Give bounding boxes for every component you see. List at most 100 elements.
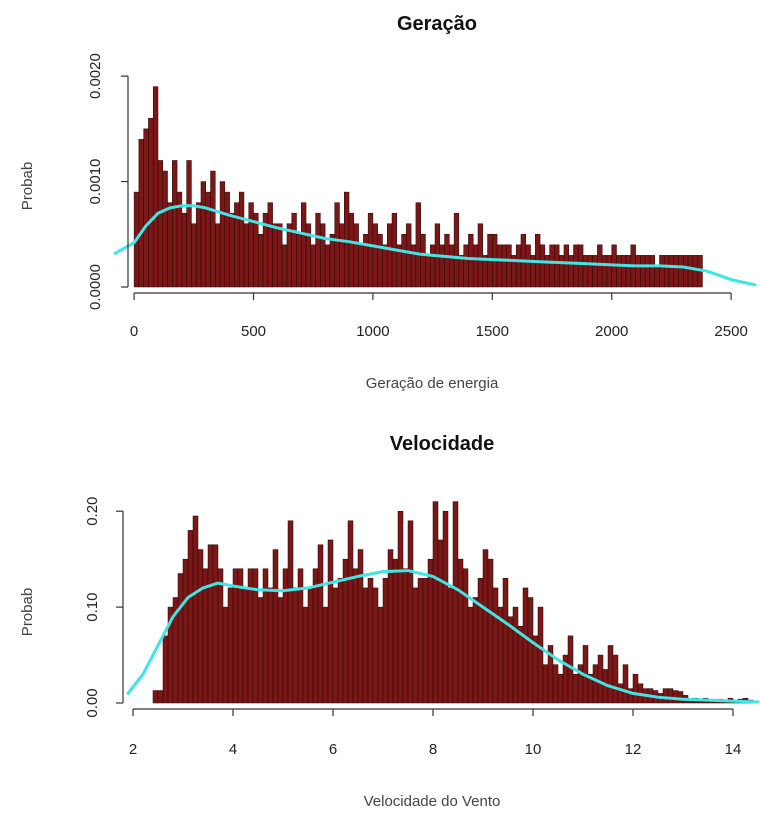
histogram-bar <box>401 234 407 288</box>
histogram-bar <box>410 244 417 288</box>
histogram-bar <box>243 223 249 288</box>
histogram-bar <box>429 244 436 288</box>
histogram-bar <box>522 587 529 704</box>
histogram-bar <box>442 510 449 704</box>
histogram-bar <box>302 606 309 704</box>
histogram-bar <box>152 86 159 288</box>
histogram-bar <box>377 234 383 288</box>
histogram-bar <box>452 501 459 704</box>
histogram-bar <box>549 244 555 288</box>
histogram-bar <box>172 160 178 288</box>
x-tick-label: 12 <box>625 741 642 758</box>
histogram-bar <box>377 606 384 704</box>
histogram-bar <box>186 160 192 288</box>
histogram-bar <box>224 191 230 288</box>
histogram-bar <box>515 244 522 288</box>
histogram-bar <box>563 244 569 288</box>
y-tick-label: 0.10 <box>84 592 101 621</box>
histogram-bar <box>427 558 434 704</box>
x-axis-label-geracao: Geração de energia <box>366 375 499 392</box>
histogram-bar <box>415 202 421 288</box>
histogram-bar <box>162 635 169 704</box>
histogram-bar <box>167 202 173 288</box>
histogram-bar <box>625 255 632 288</box>
histogram-bar <box>449 244 455 288</box>
y-tick-label: 0.0010 <box>87 159 104 205</box>
histogram-bar <box>683 255 689 288</box>
chart-geracao: Geração Probab Geração de energia 0 500 10… <box>19 13 757 392</box>
histogram-bar <box>242 587 249 704</box>
histogram-bar <box>632 673 639 704</box>
histogram-bar <box>157 690 164 704</box>
histogram-bar <box>229 212 235 288</box>
histogram-bar <box>200 181 207 288</box>
histogram-bar <box>539 244 546 288</box>
histogram-bar <box>212 544 219 704</box>
histogram-bar <box>507 616 514 704</box>
histogram-bar <box>582 255 589 288</box>
x-tick-label: 6 <box>329 741 337 758</box>
histogram-bar <box>397 510 404 704</box>
x-tick-label: 2 <box>129 741 137 758</box>
histogram-bar <box>277 223 283 288</box>
histogram-bar <box>622 664 629 704</box>
histogram-bar <box>487 558 494 704</box>
x-tick-label: 4 <box>229 741 237 758</box>
histogram-bar <box>572 673 579 704</box>
histogram-bar <box>644 255 651 288</box>
chart-velocidade: Velocidade Probab Velocidade do Vento 2 4… <box>19 433 760 810</box>
histogram-bar <box>182 558 189 704</box>
histogram-bar <box>592 664 599 704</box>
histogram-bar <box>664 255 670 288</box>
y-axis-label-geracao: Probab <box>19 162 36 210</box>
histogram-bar <box>506 244 512 288</box>
histogram-bar <box>222 606 229 704</box>
x-tick-label: 10 <box>525 741 542 758</box>
histogram-bar <box>447 587 454 704</box>
histogram-bar <box>347 520 354 704</box>
histogram-bar <box>568 255 574 288</box>
histogram-bar <box>502 578 509 704</box>
histogram-bar <box>544 255 550 288</box>
histogram-bar <box>554 244 560 288</box>
x-axis-label-velocidade: Velocidade do Vento <box>364 793 501 810</box>
histogram-bar <box>392 558 399 704</box>
x-tick-label: 14 <box>725 741 742 758</box>
histogram-bar <box>286 223 292 288</box>
chart-title-velocidade: Velocidade <box>390 433 495 455</box>
y-tick-label: 0.0020 <box>87 53 104 99</box>
histogram-bar <box>157 160 164 288</box>
histogram-bar <box>437 539 444 704</box>
histogram-bar <box>292 587 299 704</box>
histogram-bar <box>238 191 245 288</box>
histogram-bar <box>607 645 614 704</box>
histogram-bar <box>386 223 393 288</box>
histogram-bar <box>272 223 278 288</box>
histogram-bar <box>353 223 359 288</box>
histogram-bar <box>138 139 144 288</box>
histogram-bar <box>322 606 329 704</box>
histogram-bar <box>348 212 355 288</box>
y-axis-label-velocidade: Probab <box>19 588 36 636</box>
histogram-bar <box>501 244 507 288</box>
histogram-bar <box>457 558 464 704</box>
histogram-bar <box>363 234 369 288</box>
histogram-bar <box>412 587 419 704</box>
histogram-bar <box>362 587 369 704</box>
histogram-bar <box>227 587 234 704</box>
histogram-bar <box>649 255 655 288</box>
histogram-bar <box>258 234 264 288</box>
histogram-bar <box>667 688 674 704</box>
histogram-bar <box>372 223 378 288</box>
histogram-bar <box>482 549 489 704</box>
x-tick-label: 0 <box>130 323 138 340</box>
histogram-bar <box>420 234 426 288</box>
histogram-bar <box>332 587 339 704</box>
histogram-bar <box>677 691 684 704</box>
histogram-bar <box>210 170 216 288</box>
histogram-bar <box>267 202 273 288</box>
histogram-bar <box>468 234 474 288</box>
density-curve-velocidade <box>126 569 760 704</box>
histogram-bar <box>344 191 350 288</box>
histogram-bar <box>617 683 624 704</box>
